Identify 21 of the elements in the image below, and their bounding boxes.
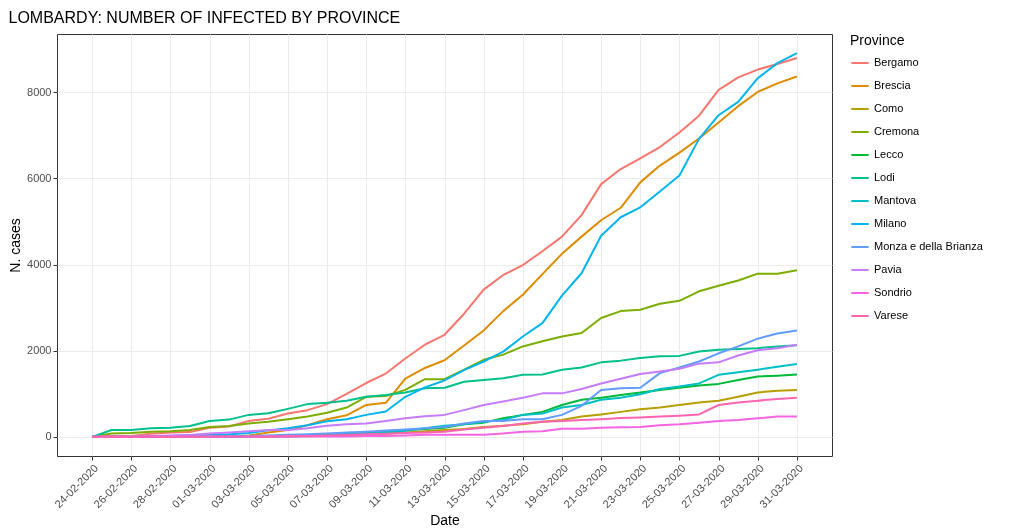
- legend-label: Como: [874, 102, 904, 114]
- legend-label: Brescia: [874, 79, 912, 91]
- legend-label: Sondrio: [874, 286, 912, 298]
- legend-label: Varese: [874, 309, 909, 321]
- y-tick-label: 6000: [27, 172, 52, 184]
- chart-title: LOMBARDY: NUMBER OF INFECTED BY PROVINCE: [8, 9, 401, 26]
- legend-label: Bergamo: [874, 56, 919, 68]
- legend-label: Lecco: [874, 148, 904, 160]
- legend-title: Province: [850, 32, 905, 48]
- legend-label: Cremona: [874, 125, 921, 137]
- y-tick-label: 8000: [27, 85, 52, 98]
- x-axis-title: Date: [430, 512, 460, 529]
- y-axis-title: N. cases: [7, 218, 24, 273]
- y-tick-label: 0: [45, 430, 52, 443]
- legend-label: Pavia: [874, 263, 903, 275]
- legend-label: Milano: [874, 217, 907, 229]
- legend-label: Mantova: [874, 194, 918, 206]
- legend-label: Monza e della Brianza: [874, 240, 984, 252]
- y-tick-label: 4000: [27, 258, 52, 271]
- legend-label: Lodi: [874, 171, 895, 183]
- y-tick-label: 2000: [27, 344, 52, 357]
